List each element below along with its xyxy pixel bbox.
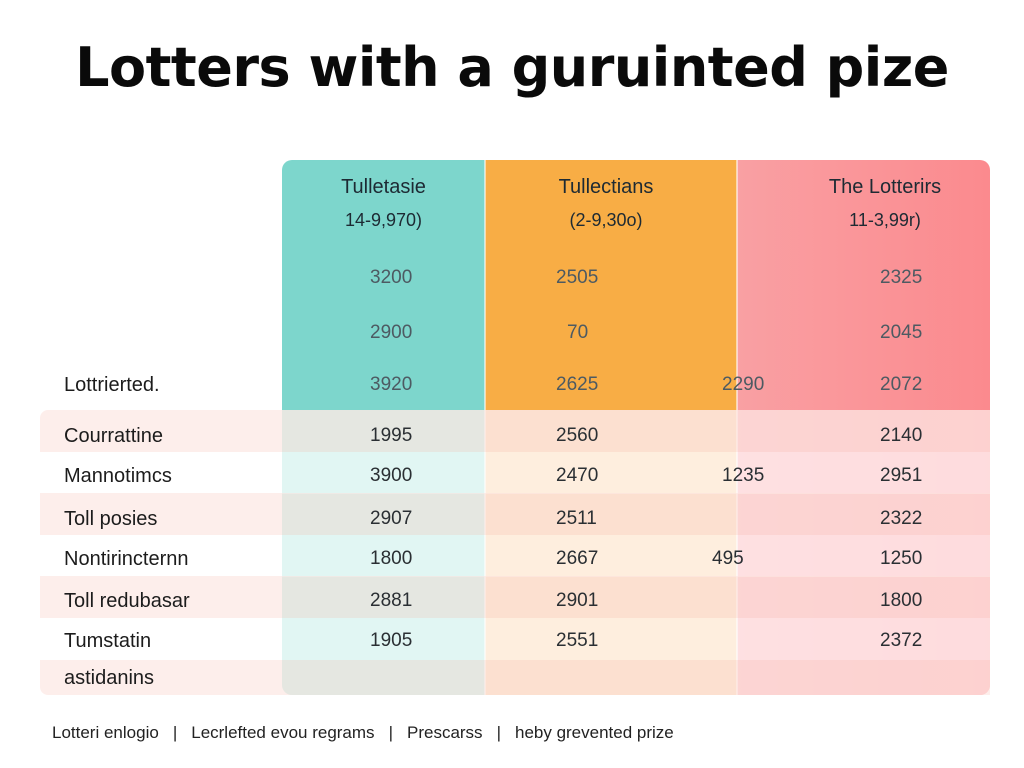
row-label: Nontirincternn <box>64 548 189 570</box>
row-band <box>40 410 990 452</box>
footer-separator: | <box>388 723 393 742</box>
cell-value: 2470 <box>556 465 599 486</box>
cell-value: 2907 <box>370 508 413 529</box>
cell-value: 2372 <box>880 630 923 651</box>
cell-value: 1905 <box>370 630 413 651</box>
column-header-range: 11-3,99r) <box>849 210 921 230</box>
row-band <box>40 452 990 494</box>
row-label: astidanins <box>64 667 155 689</box>
footer-item: heby grevented prize <box>514 723 674 742</box>
row-label: Courrattine <box>64 425 163 447</box>
row-label: Lottrierted. <box>64 374 160 396</box>
header-value: 3920 <box>370 374 413 395</box>
row-label: Mannotimcs <box>64 465 172 487</box>
row-band <box>40 618 990 660</box>
footer-item: Lecrlefted evou regrams <box>191 723 375 742</box>
cell-value: 1250 <box>880 548 923 569</box>
cell-value: 2951 <box>880 465 923 486</box>
header-value: 2900 <box>370 322 413 343</box>
cell-value: 1995 <box>370 425 413 446</box>
column-header-name: Tullectians <box>558 176 654 198</box>
cell-value: 3900 <box>370 465 413 486</box>
footer-separator: | <box>496 723 501 742</box>
header-value: 2072 <box>880 374 923 395</box>
footer-item: Prescarss <box>406 723 483 742</box>
cell-value: 2511 <box>556 508 597 529</box>
footer-separator: | <box>172 723 178 742</box>
header-value: 2045 <box>880 322 923 343</box>
extra-value: 495 <box>712 548 744 569</box>
header-value: 70 <box>567 322 589 343</box>
chart-title: Lotters with a guruinted pize <box>75 36 949 99</box>
column-header-name: The Lotterirs <box>828 176 942 198</box>
cell-value: 2901 <box>556 590 599 611</box>
header-value: 3200 <box>370 267 413 288</box>
header-extra-value: 2290 <box>722 374 765 395</box>
cell-value: 2551 <box>556 630 599 651</box>
header-value: 2625 <box>556 374 599 395</box>
cell-value: 2667 <box>556 548 599 569</box>
footer-item: Lotteri enlogio <box>52 723 159 742</box>
cell-value: 2560 <box>556 425 599 446</box>
row-label: Tumstatin <box>64 630 152 652</box>
row-label: Toll redubasar <box>64 590 190 612</box>
header-value: 2505 <box>556 267 599 288</box>
column-header-range: 14-9,970) <box>344 210 423 230</box>
extra-value: 1235 <box>722 465 765 486</box>
row-band <box>40 660 990 695</box>
row-label: Toll posies <box>64 508 158 530</box>
column-header-name: Tulletasie <box>341 176 426 198</box>
cell-value: 2881 <box>370 590 413 611</box>
column-header-range: (2-9,30o) <box>569 210 643 230</box>
cell-value: 2322 <box>880 508 923 529</box>
cell-value: 2140 <box>880 425 923 446</box>
lottery-table: Tulletasie 14-9,970) Tullectians (2-9,30… <box>40 160 990 695</box>
cell-value: 1800 <box>880 590 923 611</box>
row-band <box>40 493 990 535</box>
header-value: 2325 <box>880 267 923 288</box>
row-band <box>40 535 990 577</box>
row-band <box>40 576 990 618</box>
cell-value: 1800 <box>370 548 413 569</box>
footer: Lotteri enlogio | Lecrlefted evou regrams |… <box>52 723 674 743</box>
